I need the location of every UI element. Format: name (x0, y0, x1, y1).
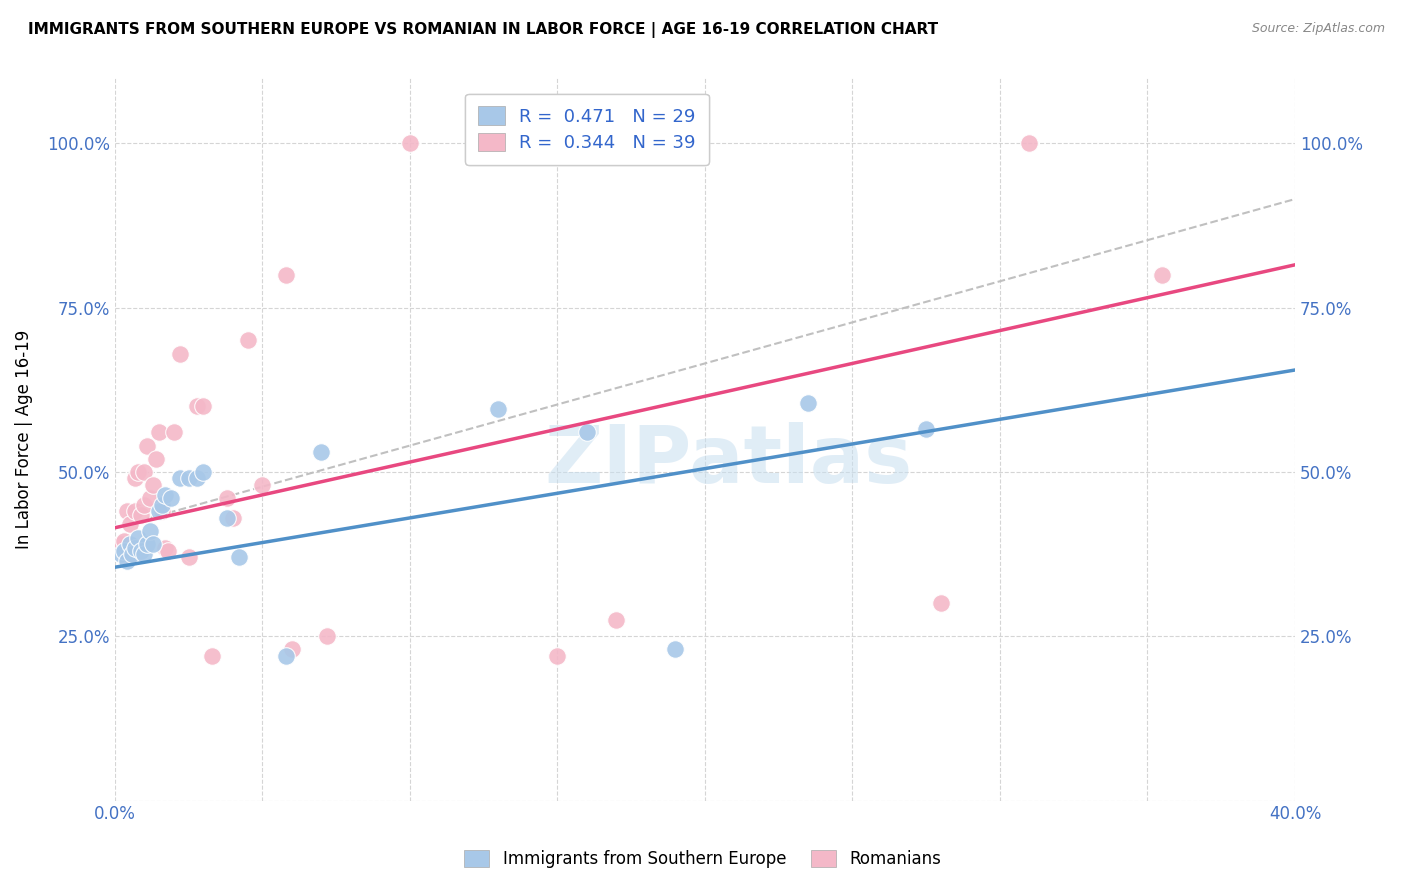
Point (252, 478, 274, 492)
Point (201, 648, 224, 663)
Point (915, 422, 938, 436)
Point (177, 471, 200, 485)
Point (193, 465, 215, 479)
Point (398, 136, 420, 151)
Legend: R =  0.471   N = 29, R =  0.344   N = 39: R = 0.471 N = 29, R = 0.344 N = 39 (465, 94, 709, 165)
Point (228, 550, 250, 565)
Text: IMMIGRANTS FROM SOUTHERN EUROPE VS ROMANIAN IN LABOR FORCE | AGE 16-19 CORRELATI: IMMIGRANTS FROM SOUTHERN EUROPE VS ROMAN… (28, 22, 938, 38)
Point (124, 541, 146, 555)
Point (110, 537, 132, 551)
Point (169, 346, 191, 360)
Point (142, 537, 165, 551)
Point (153, 488, 176, 502)
Point (177, 550, 200, 565)
Point (797, 396, 820, 410)
Point (118, 517, 141, 532)
Point (929, 596, 952, 610)
Point (121, 547, 143, 561)
Point (1018, 136, 1040, 151)
Point (131, 508, 153, 522)
Point (127, 465, 149, 479)
Point (193, 399, 215, 413)
Point (110, 547, 132, 561)
Point (115, 554, 138, 568)
Point (115, 550, 138, 565)
Point (124, 504, 146, 518)
Point (215, 491, 238, 506)
Point (153, 541, 176, 555)
Point (136, 439, 159, 453)
Point (134, 465, 156, 479)
Point (236, 334, 259, 348)
Point (115, 504, 138, 518)
Point (127, 531, 149, 545)
Point (142, 478, 165, 492)
Point (169, 471, 191, 485)
Point (136, 537, 159, 551)
Point (131, 543, 153, 558)
Point (664, 642, 686, 657)
Point (124, 471, 146, 485)
Text: Source: ZipAtlas.com: Source: ZipAtlas.com (1251, 22, 1385, 36)
Point (112, 543, 135, 558)
Point (281, 642, 304, 657)
Point (139, 491, 162, 506)
Point (274, 268, 297, 282)
Point (163, 425, 186, 440)
Y-axis label: In Labor Force | Age 16-19: In Labor Force | Age 16-19 (15, 329, 32, 549)
Legend: Immigrants from Southern Europe, Romanians: Immigrants from Southern Europe, Romania… (458, 843, 948, 875)
Point (148, 504, 170, 518)
Point (605, 613, 627, 627)
Point (150, 504, 173, 518)
Point (222, 511, 245, 525)
Point (274, 648, 297, 663)
Point (215, 511, 238, 525)
Point (121, 550, 143, 565)
Point (150, 498, 173, 512)
Point (148, 425, 170, 440)
Point (486, 402, 509, 417)
Point (1152, 268, 1174, 282)
Point (134, 498, 156, 512)
Point (134, 547, 156, 561)
Point (118, 537, 141, 551)
Point (112, 533, 135, 548)
Point (186, 471, 208, 485)
Text: ZIPatlas: ZIPatlas (544, 422, 912, 500)
Point (145, 451, 167, 466)
Point (159, 491, 181, 506)
Point (156, 543, 179, 558)
Point (316, 629, 339, 643)
Point (311, 445, 333, 459)
Point (546, 648, 568, 663)
Point (186, 399, 208, 413)
Point (575, 425, 598, 440)
Point (139, 524, 162, 538)
